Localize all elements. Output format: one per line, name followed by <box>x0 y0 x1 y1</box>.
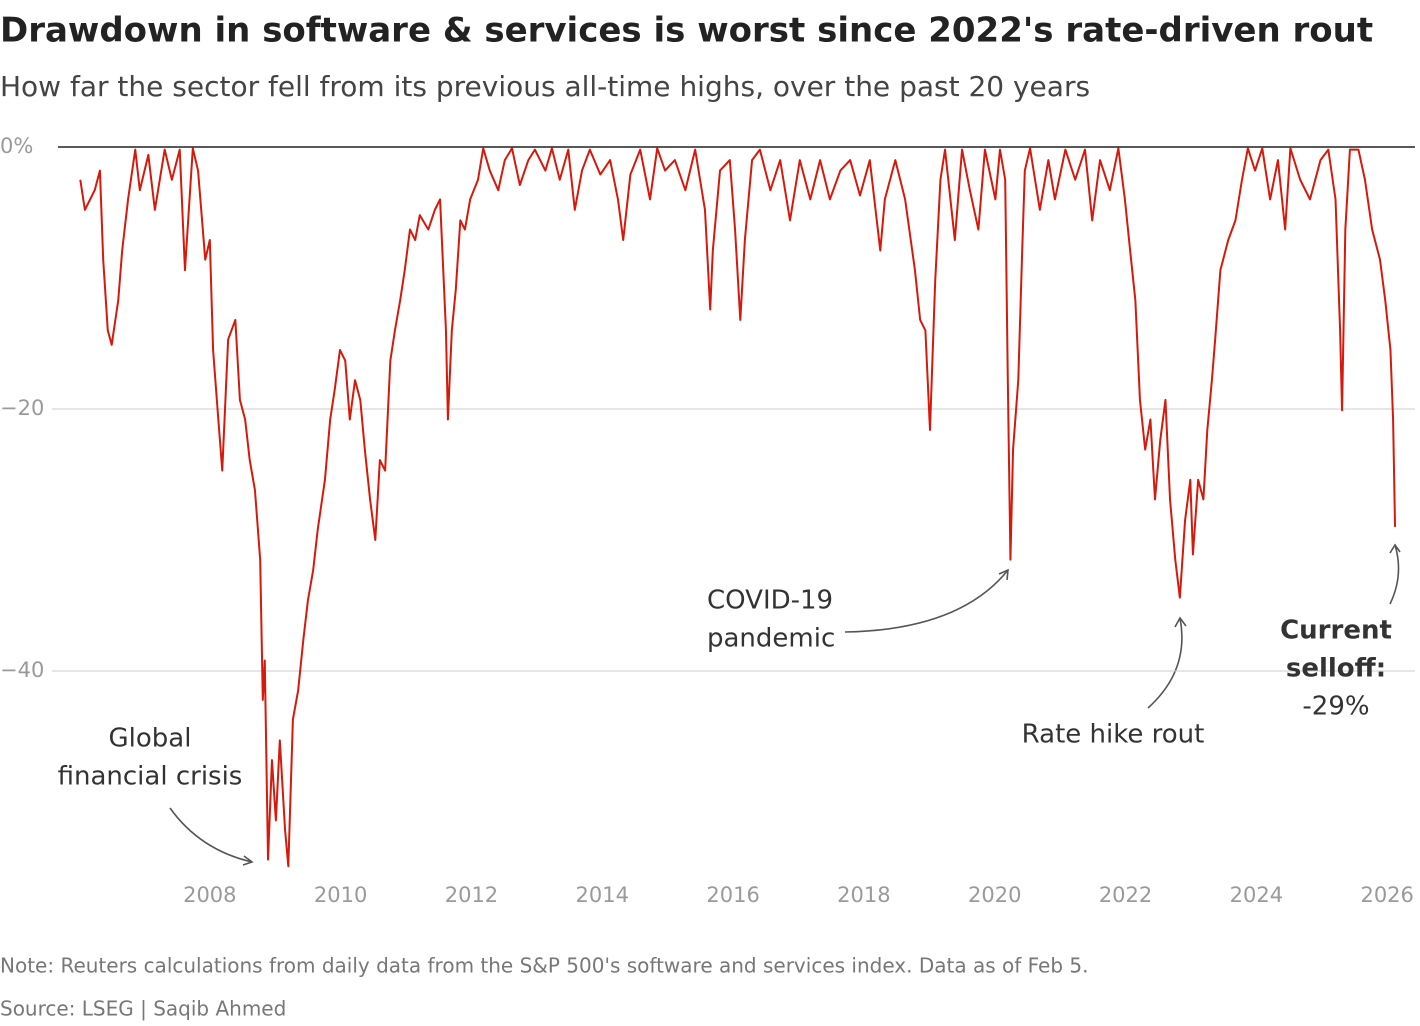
drawdown-line <box>79 147 1397 868</box>
arrow-head <box>1174 616 1187 628</box>
annotation: Rate hike rout <box>1022 720 1205 750</box>
annotation: Current <box>1280 616 1392 646</box>
chart-subtitle: How far the sector fell from its previou… <box>0 70 1090 103</box>
x-tick-label: 2018 <box>837 883 890 907</box>
annotation-arrows <box>169 543 1401 866</box>
arrow <box>1147 617 1183 709</box>
y-tick-label: 0% <box>0 134 33 158</box>
arrow <box>1389 544 1400 605</box>
x-tick-label: 2022 <box>1099 883 1152 907</box>
y-tick-label: −20 <box>0 396 44 420</box>
x-tick-label: 2024 <box>1230 883 1283 907</box>
note: Note: Reuters calculations from daily da… <box>0 954 1088 978</box>
annotation: pandemic <box>707 624 835 654</box>
x-tick-label: 2020 <box>968 883 1021 907</box>
arrow-head <box>242 855 254 866</box>
arrow-head <box>1389 543 1401 554</box>
x-tick-label: 2012 <box>445 883 498 907</box>
annotation: Global <box>109 724 192 754</box>
x-tick-label: 2014 <box>576 883 629 907</box>
chart-title: Drawdown in software & services is worst… <box>0 11 1373 51</box>
annotation: COVID-19 <box>707 586 833 616</box>
annotation: selloff: <box>1286 654 1386 684</box>
arrow-head <box>998 568 1009 581</box>
x-tick-label: 2008 <box>183 883 236 907</box>
arrow <box>169 807 253 863</box>
x-tick-label: 2016 <box>706 883 759 907</box>
x-tick-label: 2026 <box>1360 883 1413 907</box>
source: Source: LSEG | Saqib Ahmed <box>0 997 286 1021</box>
annotation: financial crisis <box>58 762 243 792</box>
annotation: -29% <box>1302 692 1369 722</box>
x-tick-label: 2010 <box>314 883 367 907</box>
arrow <box>844 569 1009 633</box>
y-tick-label: −40 <box>0 658 44 682</box>
